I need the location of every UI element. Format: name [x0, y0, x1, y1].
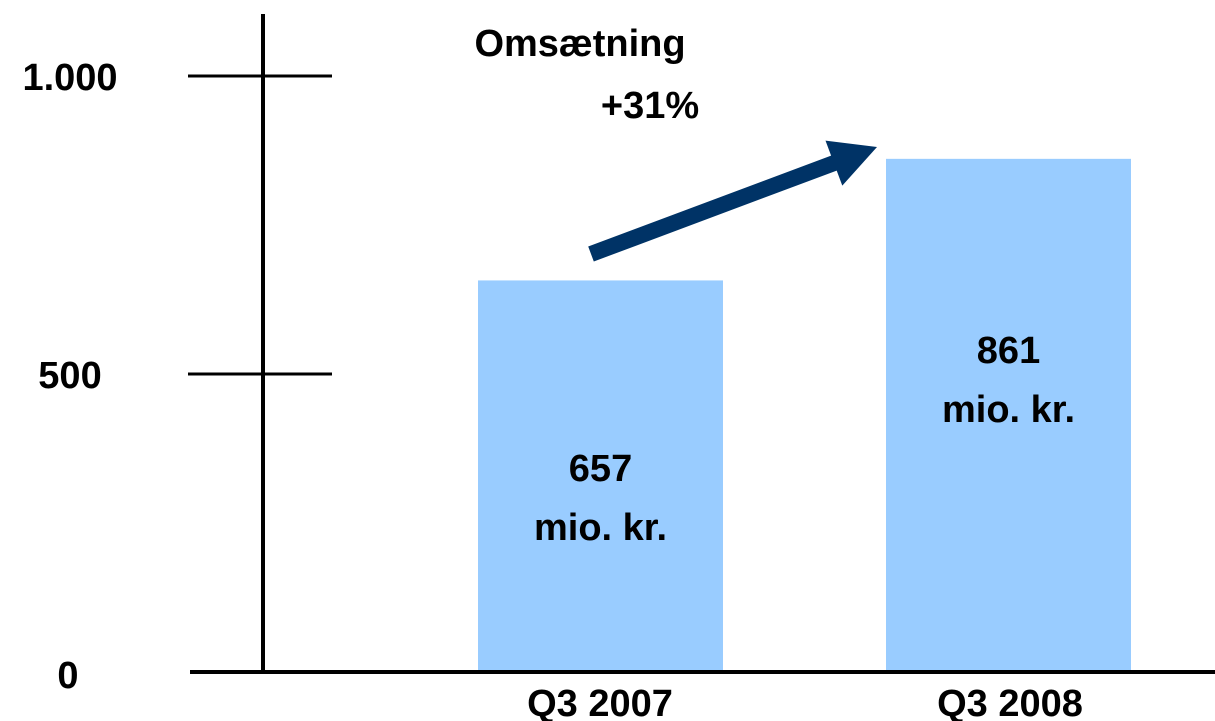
- bar-value-label-2-line-2: mio. kr.: [942, 389, 1075, 431]
- growth-annotation: +31%: [601, 85, 699, 127]
- text-layer: Omsætning +31% 0 500 1.000 Q3 2007 Q3 2008 65…: [22, 23, 1082, 721]
- bar-q3-2008: [886, 158, 1131, 672]
- bar-value-label-1-line-1: 657: [569, 448, 632, 490]
- y-tick-label-500: 500: [38, 355, 101, 397]
- x-tick-label-q3-2008: Q3 2008: [937, 683, 1083, 721]
- bar-q3-2007: [478, 280, 723, 672]
- bar-value-label-2-line-1: 861: [977, 330, 1040, 372]
- bar-value-label-1-line-2: mio. kr.: [534, 507, 667, 549]
- growth-arrow-icon: [588, 140, 877, 262]
- axis-layer: [188, 14, 1215, 674]
- y-tick-label-0: 0: [57, 655, 78, 697]
- arrow-layer: [588, 140, 877, 262]
- x-tick-label-q3-2007: Q3 2007: [527, 683, 673, 721]
- y-tick-label-1000: 1.000: [22, 57, 117, 99]
- chart-title: Omsætning: [474, 23, 685, 65]
- bars-layer: [478, 158, 1131, 672]
